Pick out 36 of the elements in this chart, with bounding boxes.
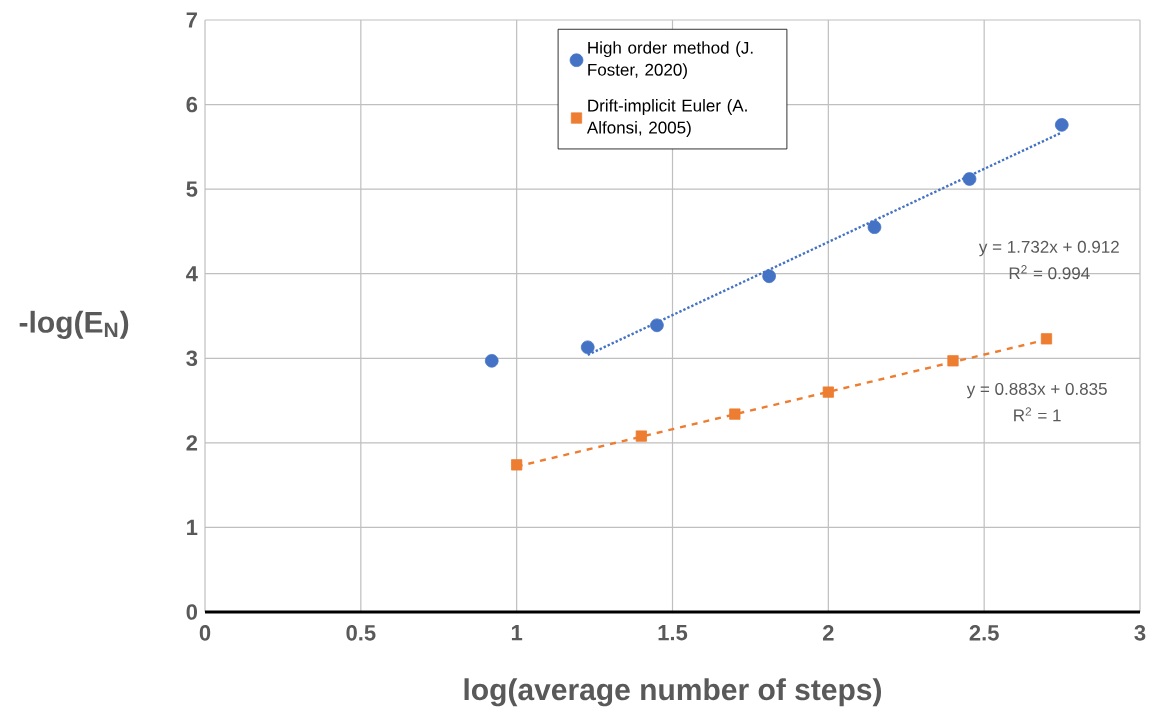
y-tick-label: 3 bbox=[186, 350, 198, 367]
annotation: R$^{2}$ = 1 bbox=[1014, 407, 1061, 422]
legend-label: Drift-implicit Euler (A. Alfonsi, 2005) bbox=[586, 99, 747, 137]
point bbox=[947, 355, 959, 367]
legend-label: High order method (J. Foster, 2020) bbox=[588, 41, 753, 80]
x-tick-label: 2.5 bbox=[969, 625, 999, 641]
annotation: y = 0.883x + 0.835 bbox=[966, 382, 1107, 399]
y-tick-label: 1 bbox=[187, 519, 198, 535]
point bbox=[511, 459, 523, 471]
y-tick-label: 4 bbox=[186, 266, 198, 282]
point bbox=[650, 318, 664, 333]
y-axis-title: -log(E$_{N}$) bbox=[19, 310, 129, 339]
point bbox=[580, 340, 595, 355]
point bbox=[1054, 118, 1069, 132]
x-tick-label: 0.5 bbox=[346, 625, 376, 641]
y-tick-label: 0 bbox=[186, 604, 198, 620]
y-tick-label: 5 bbox=[186, 181, 198, 197]
y-tick-label: 2 bbox=[186, 435, 198, 451]
point bbox=[822, 386, 834, 398]
y-tick-label: 7 bbox=[186, 12, 197, 28]
annotation: R$^{2}$ = 0.994 bbox=[1009, 265, 1090, 280]
point bbox=[867, 220, 882, 234]
x-tick-label: 0 bbox=[199, 625, 211, 641]
point bbox=[729, 408, 741, 420]
y-tick-label: 6 bbox=[186, 96, 198, 113]
x-tick-label: 1 bbox=[511, 625, 523, 641]
annotation: y = 1.732x + 0.912 bbox=[978, 240, 1119, 257]
x-tick-label: 3 bbox=[1134, 625, 1146, 641]
point bbox=[484, 354, 499, 368]
point bbox=[1040, 333, 1053, 345]
x-axis-title: log(average number of steps) bbox=[464, 678, 882, 707]
point bbox=[762, 269, 776, 284]
x-tick-label: 2 bbox=[822, 625, 834, 641]
x-tick-label: 1.5 bbox=[658, 625, 688, 641]
point bbox=[635, 430, 647, 442]
point bbox=[962, 172, 977, 186]
